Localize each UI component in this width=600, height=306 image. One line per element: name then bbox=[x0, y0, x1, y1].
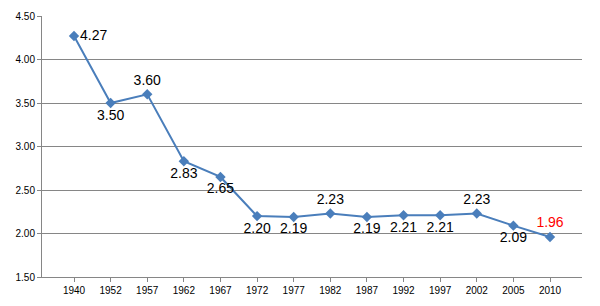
svg-text:2.21: 2.21 bbox=[390, 219, 417, 235]
svg-text:1997: 1997 bbox=[429, 285, 452, 296]
svg-text:1992: 1992 bbox=[392, 285, 415, 296]
svg-text:3.50: 3.50 bbox=[97, 107, 124, 123]
svg-text:4.50: 4.50 bbox=[16, 11, 36, 22]
svg-text:1962: 1962 bbox=[173, 285, 196, 296]
svg-text:3.50: 3.50 bbox=[16, 98, 36, 109]
svg-text:2005: 2005 bbox=[502, 285, 525, 296]
svg-text:3.00: 3.00 bbox=[16, 141, 36, 152]
svg-text:1940: 1940 bbox=[63, 285, 86, 296]
svg-text:4.00: 4.00 bbox=[16, 54, 36, 65]
svg-text:2.23: 2.23 bbox=[317, 191, 344, 207]
svg-text:2.21: 2.21 bbox=[427, 219, 454, 235]
svg-text:2.20: 2.20 bbox=[243, 220, 270, 236]
svg-text:1977: 1977 bbox=[283, 285, 306, 296]
svg-text:1957: 1957 bbox=[136, 285, 159, 296]
svg-text:1987: 1987 bbox=[356, 285, 379, 296]
svg-text:2002: 2002 bbox=[466, 285, 489, 296]
svg-text:1.50: 1.50 bbox=[16, 272, 36, 283]
svg-text:2.19: 2.19 bbox=[280, 220, 307, 236]
svg-text:2.50: 2.50 bbox=[16, 185, 36, 196]
svg-text:1972: 1972 bbox=[246, 285, 269, 296]
svg-text:4.27: 4.27 bbox=[80, 27, 107, 43]
svg-text:1982: 1982 bbox=[319, 285, 342, 296]
svg-text:2.65: 2.65 bbox=[207, 180, 234, 196]
svg-text:3.60: 3.60 bbox=[134, 72, 161, 88]
svg-text:2.09: 2.09 bbox=[500, 229, 527, 245]
svg-text:1952: 1952 bbox=[99, 285, 122, 296]
svg-text:2.19: 2.19 bbox=[353, 220, 380, 236]
svg-text:2.83: 2.83 bbox=[170, 165, 197, 181]
svg-text:1967: 1967 bbox=[209, 285, 232, 296]
svg-text:1.96: 1.96 bbox=[536, 214, 563, 230]
svg-text:2.23: 2.23 bbox=[463, 191, 490, 207]
svg-text:2.00: 2.00 bbox=[16, 228, 36, 239]
svg-text:2010: 2010 bbox=[539, 285, 562, 296]
